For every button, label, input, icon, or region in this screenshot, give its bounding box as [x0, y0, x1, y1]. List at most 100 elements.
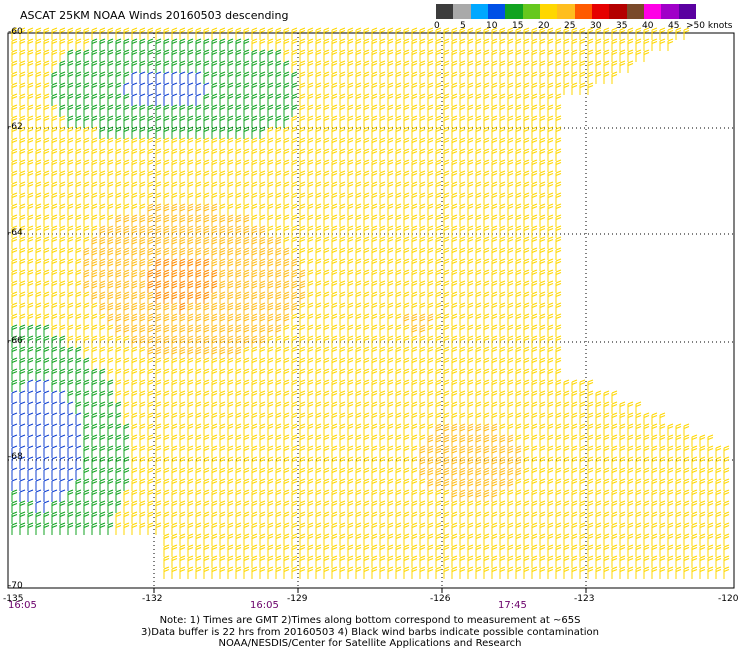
wind-barb-349	[195, 71, 202, 84]
wind-barb-2032	[323, 335, 330, 348]
wind-barb-2979	[387, 467, 394, 480]
wind-barb-3170	[475, 489, 482, 502]
wind-barb-47	[387, 27, 394, 40]
wind-barb-2136	[51, 357, 58, 370]
wind-barb-397	[579, 71, 586, 84]
wind-barb-1002	[363, 170, 370, 183]
wind-barb-1946	[187, 324, 194, 337]
wind-barb-326	[11, 71, 18, 84]
wind-barb-2065	[35, 346, 42, 359]
wind-barb-2276	[67, 379, 74, 392]
wind-barb-1297	[515, 214, 522, 227]
wind-barb-2968	[299, 467, 306, 480]
wind-barb-1559	[403, 258, 410, 271]
wind-barb-2131	[11, 357, 18, 370]
wind-barb-2196	[531, 357, 538, 370]
wind-barb-1788	[27, 302, 34, 315]
wind-barb-513	[315, 93, 322, 106]
wind-barb-3339	[387, 511, 394, 524]
wind-barb-964	[59, 170, 66, 183]
wind-barb-1395	[195, 236, 202, 249]
wind-barb-920	[259, 159, 266, 172]
wind-barb-1266	[267, 214, 274, 227]
lon-label-123: -123	[574, 594, 595, 604]
wind-barb-1935	[99, 324, 106, 337]
wind-barb-1992	[555, 324, 562, 337]
wind-barb-2448	[251, 401, 258, 414]
wind-barb-1159	[515, 192, 522, 205]
wind-barb-609	[531, 104, 538, 117]
wind-barb-2941	[83, 467, 90, 480]
wind-barb-1162	[539, 192, 546, 205]
wind-barb-1910	[451, 313, 458, 326]
wind-barb-3582	[475, 544, 482, 557]
wind-barb-520	[371, 93, 378, 106]
wind-barb-3476	[195, 533, 202, 546]
wind-barb-3742	[619, 566, 626, 579]
wind-barb-2943	[99, 467, 106, 480]
wind-barb-2878	[299, 456, 306, 469]
wind-barb-1513	[35, 258, 42, 271]
wind-barb-1856	[19, 313, 26, 326]
wind-barb-3142	[251, 489, 258, 502]
wind-barb-1274	[331, 214, 338, 227]
wind-barb-3631	[299, 555, 306, 568]
colorbar-swatch-1	[453, 4, 471, 19]
wind-barb-3120	[75, 489, 82, 502]
wind-barb-1415	[355, 236, 362, 249]
wind-barb-880	[491, 148, 498, 161]
wind-barb-1915	[491, 313, 498, 326]
wind-barb-2480	[507, 401, 514, 414]
wind-barb-2040	[387, 335, 394, 348]
wind-barb-1257	[195, 214, 202, 227]
wind-barb-1312	[83, 225, 90, 238]
wind-barb-1150	[443, 192, 450, 205]
wind-barb-778	[227, 137, 234, 150]
wind-barb-1431	[483, 236, 490, 249]
wind-barb-2773	[179, 445, 186, 458]
wind-barb-2723	[483, 434, 490, 447]
wind-barb-3630	[291, 555, 298, 568]
wind-barb-2113	[419, 346, 426, 359]
wind-barb-1282	[395, 214, 402, 227]
wind-barb-3126	[123, 489, 130, 502]
wind-barb-2201	[19, 368, 26, 381]
wind-barb-3336	[363, 511, 370, 524]
wind-barb-543	[555, 93, 562, 106]
wind-barb-1085	[475, 181, 482, 194]
wind-barb-1532	[187, 258, 194, 271]
wind-barb-3327	[291, 511, 298, 524]
wind-barb-780	[243, 137, 250, 150]
wind-barb-1421	[403, 236, 410, 249]
wind-barb-2565	[555, 412, 562, 425]
wind-barb-2084	[187, 346, 194, 359]
wind-barb-739	[467, 126, 474, 139]
wind-barb-1659	[99, 280, 106, 293]
wind-barb-3258	[459, 500, 466, 513]
wind-barb-1244	[91, 214, 98, 227]
colorbar-swatch-14	[678, 4, 696, 19]
wind-barb-2846	[43, 456, 50, 469]
wind-barb-1426	[443, 236, 450, 249]
wind-barb-762	[99, 137, 106, 150]
wind-barb-1020	[507, 170, 514, 183]
wind-barb-1545	[291, 258, 298, 271]
wind-barb-2330	[499, 379, 506, 392]
wind-barb-1476	[291, 247, 298, 260]
wind-barb-831	[99, 148, 106, 161]
wind-barb-1891	[299, 313, 306, 326]
wind-barb-2407	[531, 390, 538, 403]
wind-barb-2762	[91, 445, 98, 458]
wind-barb-3491	[315, 533, 322, 546]
wind-barb-1379	[67, 236, 74, 249]
wind-barb-800	[403, 137, 410, 150]
wind-barb-3171	[483, 489, 490, 502]
wind-barb-622	[83, 115, 90, 128]
wind-barb-2914	[587, 456, 594, 469]
wind-barb-3069	[387, 478, 394, 491]
wind-barb-3313	[179, 511, 186, 524]
wind-barb-147	[507, 38, 514, 51]
wind-barb-969	[99, 170, 106, 183]
wind-barb-357	[259, 71, 266, 84]
wind-barb-3506	[435, 533, 442, 546]
